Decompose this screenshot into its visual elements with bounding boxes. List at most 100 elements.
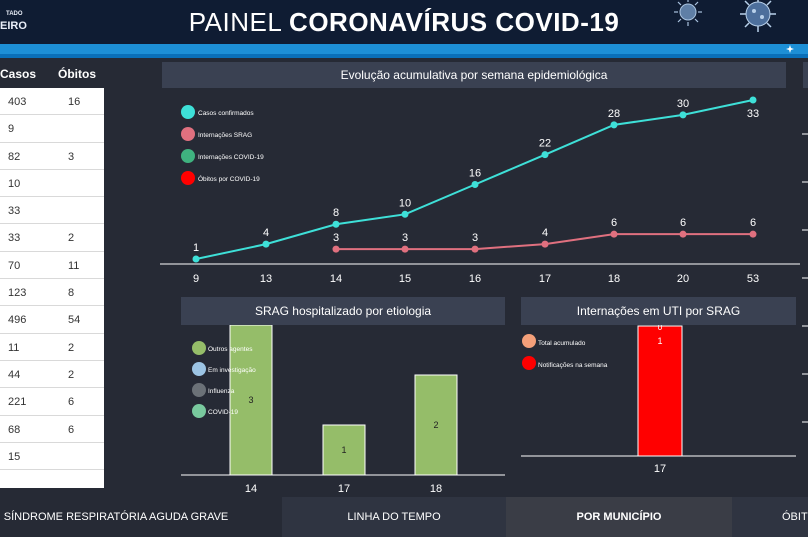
data-point — [401, 210, 409, 218]
legend-marker — [181, 149, 195, 163]
table-row[interactable]: 44 2 — [0, 361, 104, 389]
table-row[interactable]: 70 11 — [0, 252, 104, 280]
table-row[interactable]: 68 6 — [0, 416, 104, 443]
data-point — [749, 230, 757, 238]
data-point — [610, 230, 618, 238]
legend-marker — [192, 383, 206, 397]
data-point — [679, 230, 687, 238]
table-row[interactable]: 11 2 — [0, 334, 104, 361]
cell-casos: 10 — [8, 177, 21, 190]
title-bold: CORONAVÍRUS COVID-19 — [289, 7, 620, 37]
data-point — [541, 240, 549, 248]
srag-title-text: SRAG hospitalizado por etiologia — [254, 304, 432, 318]
data-point — [332, 245, 340, 253]
data-label: 28 — [608, 108, 620, 120]
bar-value-label: 3 — [248, 395, 253, 405]
side-panel-edge — [803, 62, 808, 88]
legend-marker — [181, 127, 195, 141]
cell-casos: 70 — [8, 259, 21, 272]
legend-marker — [192, 362, 206, 376]
x-tick-label: 17 — [539, 273, 551, 285]
data-point — [471, 245, 479, 253]
data-label: 4 — [542, 227, 548, 239]
table-row[interactable]: 496 54 — [0, 306, 104, 334]
tab-por-municipio[interactable]: POR MUNICÍPIO — [506, 497, 732, 537]
legend-label: Total acumulado — [538, 340, 586, 347]
uti-panel-title: Internações em UTI por SRAG — [521, 297, 796, 325]
data-label: 1 — [193, 242, 199, 254]
legend-marker — [192, 404, 206, 418]
cell-obitos: 2 — [68, 341, 75, 354]
legend-label: Outros agentes — [208, 346, 253, 353]
legend-marker — [181, 105, 195, 119]
srag-panel-title: SRAG hospitalizado por etiologia — [181, 297, 505, 325]
data-label: 33 — [747, 108, 759, 120]
data-label: 16 — [469, 167, 481, 179]
tab-srag[interactable]: SÍNDROME RESPIRATÓRIA AGUDA GRAVE — [3, 511, 229, 523]
table-row[interactable]: 403 16 — [0, 88, 104, 116]
cell-casos: 123 — [8, 287, 27, 300]
legend-marker — [522, 334, 536, 348]
tab-obitos[interactable]: ÓBIT — [732, 497, 808, 537]
cell-obitos: 8 — [68, 287, 75, 300]
table-row[interactable]: 9 — [0, 115, 104, 143]
header-accent-bar — [0, 44, 808, 54]
cell-obitos: 11 — [68, 259, 80, 272]
table-row[interactable]: 33 2 — [0, 224, 104, 252]
table-row[interactable]: 123 8 — [0, 279, 104, 307]
uti-title-text: Internações em UTI por SRAG — [576, 304, 741, 318]
table-row[interactable]: 15 — [0, 443, 104, 471]
legend-label: Internações COVID-19 — [198, 154, 264, 161]
logo-line-1: TADO — [6, 11, 23, 17]
cell-obitos: 2 — [68, 368, 75, 381]
bar — [322, 424, 366, 476]
cell-casos: 15 — [8, 450, 21, 463]
data-label: 30 — [677, 98, 689, 110]
x-tick-label: 9 — [193, 273, 199, 285]
data-label: 3 — [333, 232, 339, 244]
state-logo: TADO EIRO — [0, 8, 27, 32]
cell-casos: 221 — [8, 396, 27, 409]
data-point — [262, 240, 270, 248]
bar — [637, 325, 683, 457]
bar-value-label: 0 — [658, 325, 663, 332]
column-header-obitos[interactable]: Óbitos — [58, 67, 96, 81]
legend-label: Óbitos por COVID-19 — [198, 174, 260, 183]
data-point — [401, 245, 409, 253]
bar — [414, 374, 458, 476]
bar-value-label: 1 — [341, 445, 346, 455]
column-header-casos[interactable]: Casos — [0, 67, 37, 81]
data-label: 8 — [333, 207, 339, 219]
srag-bar-chart[interactable]: 3 14 1 17 2 18 Outros agentes Em investigação In… — [181, 325, 505, 497]
uti-bar-chart[interactable]: 0 1 17 Total acumulado Notificações na seman… — [521, 325, 799, 480]
data-point — [541, 151, 549, 159]
cell-obitos: 6 — [68, 423, 75, 436]
data-point — [679, 111, 687, 119]
right-axis-fragment — [802, 133, 808, 423]
legend-label: Notificações na semana — [538, 362, 608, 369]
x-tick-label: 20 — [677, 273, 689, 285]
bar-value-label: 1 — [657, 336, 662, 346]
municipality-table[interactable]: Casos Óbitos 403 16 9 82 3 10 33 33 2 70 11 123 8 496… — [0, 60, 104, 488]
cell-casos: 33 — [8, 205, 21, 218]
data-point — [749, 96, 757, 104]
data-label: 6 — [750, 217, 756, 229]
data-label: 4 — [263, 227, 269, 239]
cell-casos: 11 — [8, 341, 20, 354]
cell-obitos: 54 — [68, 314, 81, 327]
tab-linha-do-tempo[interactable]: LINHA DO TEMPO — [282, 497, 506, 537]
evolucao-panel-title: Evolução acumulativa por semana epidemio… — [162, 62, 786, 88]
data-label: 10 — [399, 197, 411, 209]
table-row[interactable]: 33 — [0, 197, 104, 225]
legend-marker — [181, 171, 195, 185]
table-row[interactable]: 221 6 — [0, 388, 104, 416]
data-label: 22 — [539, 138, 551, 150]
evolucao-title-text: Evolução acumulativa por semana epidemio… — [340, 68, 608, 82]
virus-icon — [674, 0, 702, 26]
data-label: 3 — [402, 232, 408, 244]
cell-obitos: 2 — [68, 232, 75, 245]
table-row[interactable]: 10 — [0, 170, 104, 198]
table-row[interactable]: 82 3 — [0, 143, 104, 170]
x-tick-label: 18 — [430, 483, 442, 495]
